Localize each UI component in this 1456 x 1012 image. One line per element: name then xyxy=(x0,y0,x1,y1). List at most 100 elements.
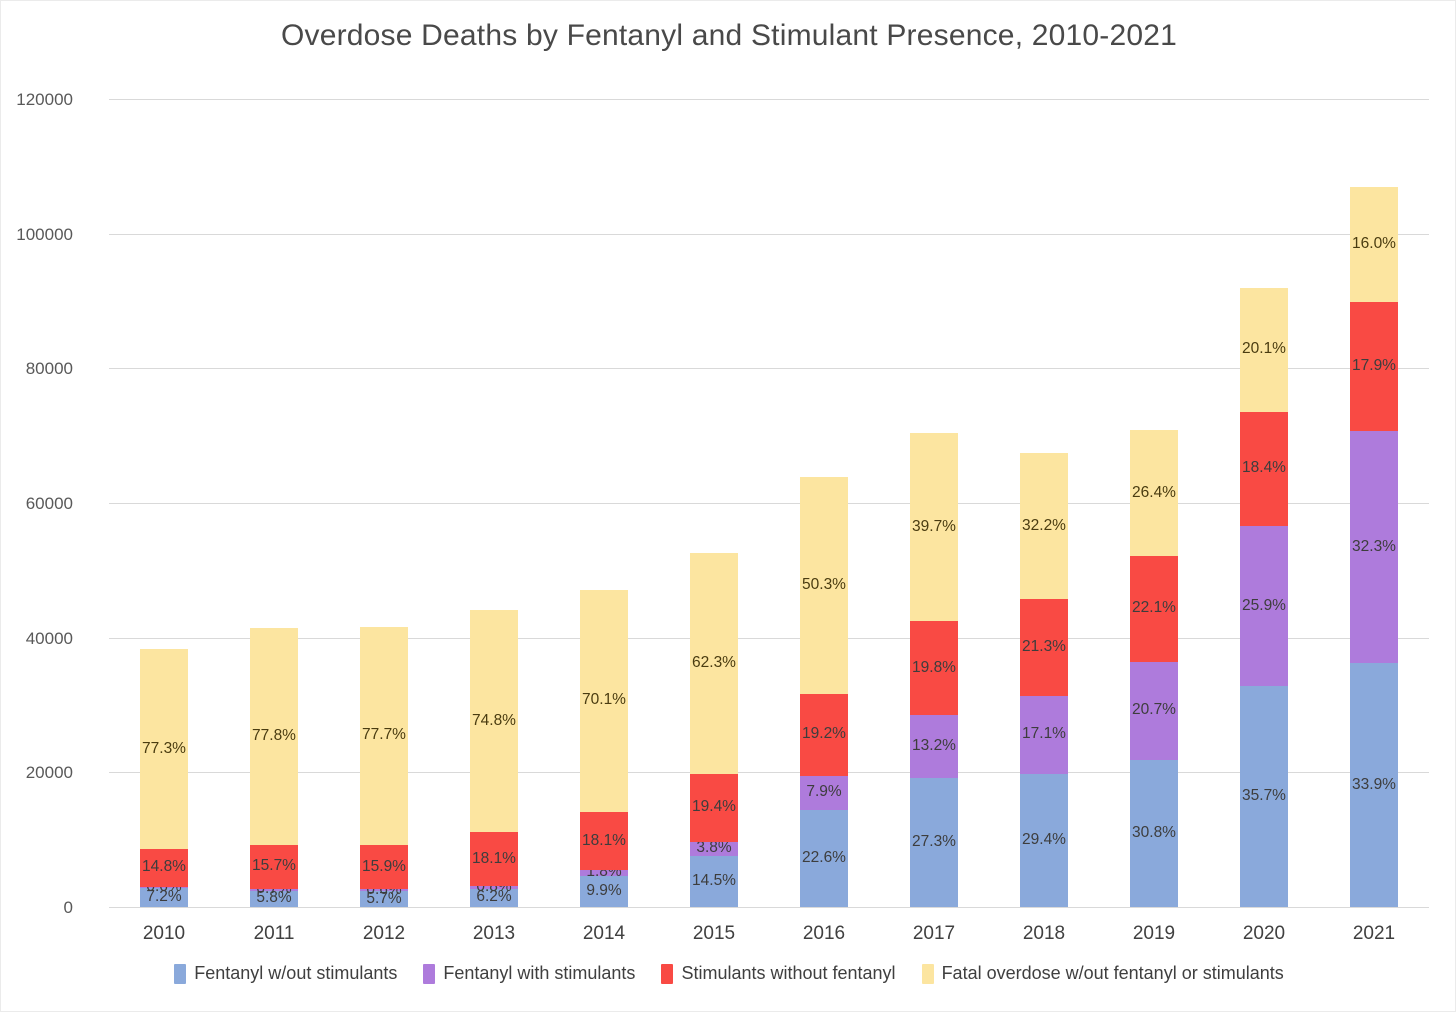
bar-segment[interactable]: 21.3% xyxy=(1020,599,1068,696)
bar-segment[interactable]: 19.2% xyxy=(800,693,848,776)
y-axis-tick-label: 40000 xyxy=(25,628,73,648)
bar-group-2020[interactable]: 35.7% 25.9% 18.4% 20.1% xyxy=(1240,287,1288,907)
bar-segment[interactable]: 17.1% xyxy=(1020,695,1068,774)
bar-group-2021[interactable]: 33.9% 32.3% 17.9% 16.0% xyxy=(1350,187,1398,907)
bar-segment[interactable]: 30.8% xyxy=(1130,760,1178,907)
bar-segment[interactable]: 25.9% xyxy=(1240,525,1288,687)
bar-segment[interactable]: 17.9% xyxy=(1350,302,1398,431)
bar-segment-label: 17.1% xyxy=(1022,725,1066,743)
bar-segment[interactable]: 32.3% xyxy=(1350,430,1398,664)
bar-segment-label: 25.9% xyxy=(1242,596,1286,614)
bar-segment-label: 21.3% xyxy=(1022,638,1066,656)
bar-segment[interactable]: 20.7% xyxy=(1130,661,1178,761)
bar-segment[interactable]: 5.7% xyxy=(360,889,408,907)
bar-group-2014[interactable]: 9.9% 1.8% 18.1% 70.1% xyxy=(580,589,628,907)
bar-segment-label: 27.3% xyxy=(912,832,956,850)
bar-segment[interactable]: 13.2% xyxy=(910,715,958,778)
bar-segment[interactable]: 7.2% xyxy=(140,888,188,907)
bar-group-2015[interactable]: 14.5% 3.8% 19.4% 62.3% xyxy=(690,552,738,907)
x-axis-tick-label-2011: 2011 xyxy=(253,923,295,944)
bar-segment[interactable]: 3.8% xyxy=(690,839,738,856)
bar-segment[interactable]: 0.8% xyxy=(470,878,518,895)
x-axis-tick-label-2015: 2015 xyxy=(692,923,736,944)
bar-segment-label: 20.7% xyxy=(1132,701,1176,719)
bar-segment[interactable]: 19.8% xyxy=(910,621,958,716)
gridline xyxy=(109,99,1429,100)
bar-segment[interactable]: 6.2% xyxy=(470,888,518,907)
bar-segment[interactable]: 20.1% xyxy=(1240,287,1288,412)
bar-segment[interactable]: 33.9% xyxy=(1350,663,1398,907)
bar-segment-label: 77.3% xyxy=(142,739,186,757)
bar-segment[interactable]: 74.8% xyxy=(470,610,518,833)
bar-segment[interactable]: 70.1% xyxy=(580,589,628,813)
y-axis-tick-label: 20000 xyxy=(25,763,73,783)
y-axis-tick-label: 120000 xyxy=(16,90,73,109)
bar-segment[interactable]: 35.7% xyxy=(1240,686,1288,907)
bar-segment-label: 7.2% xyxy=(146,888,182,906)
bar-segment[interactable]: 18.4% xyxy=(1240,411,1288,526)
bar-segment[interactable]: 14.5% xyxy=(690,855,738,907)
bar-segment[interactable]: 77.3% xyxy=(140,649,188,849)
bar-group-2011[interactable]: 5.8%0.7% 15.7% 77.8% xyxy=(250,627,298,907)
bar-segment[interactable]: 22.6% xyxy=(800,809,848,907)
bar-segment[interactable]: 15.7% xyxy=(250,844,298,889)
bar-segment-label: 20.1% xyxy=(1242,340,1286,358)
legend-item-3[interactable]: Fatal overdose w/out fentanyl or stimula… xyxy=(921,963,1284,984)
bar-segment-label: 29.4% xyxy=(1022,830,1066,848)
bar-segment[interactable]: 62.3% xyxy=(690,552,738,774)
legend-swatch-icon xyxy=(661,963,674,984)
bar-segment-label: 15.9% xyxy=(362,857,406,875)
bar-segment-label: 5.8% xyxy=(256,889,292,907)
bar-group-2016[interactable]: 22.6% 7.9% 19.2% 50.3% xyxy=(800,477,848,907)
x-axis-tick-label-2012: 2012 xyxy=(362,923,406,944)
bar-segment[interactable]: 22.1% xyxy=(1130,556,1178,662)
x-axis-tick-label-2019: 2019 xyxy=(1132,923,1176,944)
legend-item-2[interactable]: Stimulants without fentanyl xyxy=(661,963,896,984)
bar-segment[interactable]: 0.6% xyxy=(360,881,408,898)
bar-segment[interactable]: 7.9% xyxy=(800,776,848,810)
bar-segment[interactable]: 32.2% xyxy=(1020,453,1068,600)
legend-item-1[interactable]: Fentanyl with stimulants xyxy=(423,963,635,984)
bar-segment[interactable]: 26.4% xyxy=(1130,430,1178,557)
bar-segment[interactable]: 29.4% xyxy=(1020,773,1068,907)
bar-segment[interactable]: 16.0% xyxy=(1350,187,1398,303)
gridline xyxy=(109,637,1429,639)
bar-segment-label: 32.3% xyxy=(1352,537,1396,555)
x-axis-tick-label-2014: 2014 xyxy=(582,923,626,944)
bar-segment[interactable]: 14.8% xyxy=(140,848,188,887)
bar-segment[interactable]: 77.7% xyxy=(360,626,408,845)
legend-label: Fentanyl w/out stimulants xyxy=(194,963,398,983)
gridline xyxy=(109,233,1429,235)
bar-segment[interactable]: 15.9% xyxy=(360,844,408,890)
y-axis-tick-label: 100000 xyxy=(16,224,73,244)
bar-group-2012[interactable]: 5.7%0.6% 15.9% 77.7% xyxy=(360,626,408,907)
legend-label: Fatal overdose w/out fentanyl or stimula… xyxy=(941,963,1284,983)
bar-segment-label: 30.8% xyxy=(1132,824,1176,842)
bar-segment[interactable]: 19.4% xyxy=(690,773,738,843)
chart-legend: Fentanyl w/out stimulants Fentanyl with s… xyxy=(1,963,1456,984)
bar-segment[interactable]: 9.9% xyxy=(580,875,628,907)
bar-group-2010[interactable]: 7.2%0.6% 14.8% 77.3% xyxy=(140,649,188,907)
bar-segment[interactable]: 77.8% xyxy=(250,627,298,845)
bar-segment[interactable]: 50.3% xyxy=(800,477,848,694)
legend-item-0[interactable]: Fentanyl w/out stimulants xyxy=(174,963,397,984)
bar-segment-label: 5.7% xyxy=(366,889,402,907)
bar-segment-label: 17.9% xyxy=(1352,357,1396,375)
bar-group-2018[interactable]: 29.4% 17.1% 21.3% 32.2% xyxy=(1020,453,1068,907)
bar-segment[interactable]: 5.8% xyxy=(250,889,298,907)
bar-segment[interactable]: 27.3% xyxy=(910,777,958,907)
bar-segment[interactable]: 39.7% xyxy=(910,433,958,622)
bar-segment-label: 16.0% xyxy=(1352,235,1396,253)
bar-segment[interactable]: 18.1% xyxy=(470,832,518,887)
x-axis-tick-label-2018: 2018 xyxy=(1022,923,1066,944)
x-axis-tick-label-2016: 2016 xyxy=(802,923,846,944)
legend-swatch-icon xyxy=(423,963,436,984)
bar-group-2013[interactable]: 6.2% 0.8% 18.1% 74.8% xyxy=(470,610,518,907)
bar-segment[interactable]: 18.1% xyxy=(580,812,628,870)
bar-group-2019[interactable]: 30.8% 20.7% 22.1% 26.4% xyxy=(1130,430,1178,907)
bar-group-2017[interactable]: 27.3% 13.2% 19.8% 39.7% xyxy=(910,433,958,907)
bar-segment[interactable]: 0.6% xyxy=(140,878,188,895)
bar-segment[interactable]: 0.7% xyxy=(250,880,298,897)
bar-segment[interactable]: 1.8% xyxy=(580,863,628,880)
